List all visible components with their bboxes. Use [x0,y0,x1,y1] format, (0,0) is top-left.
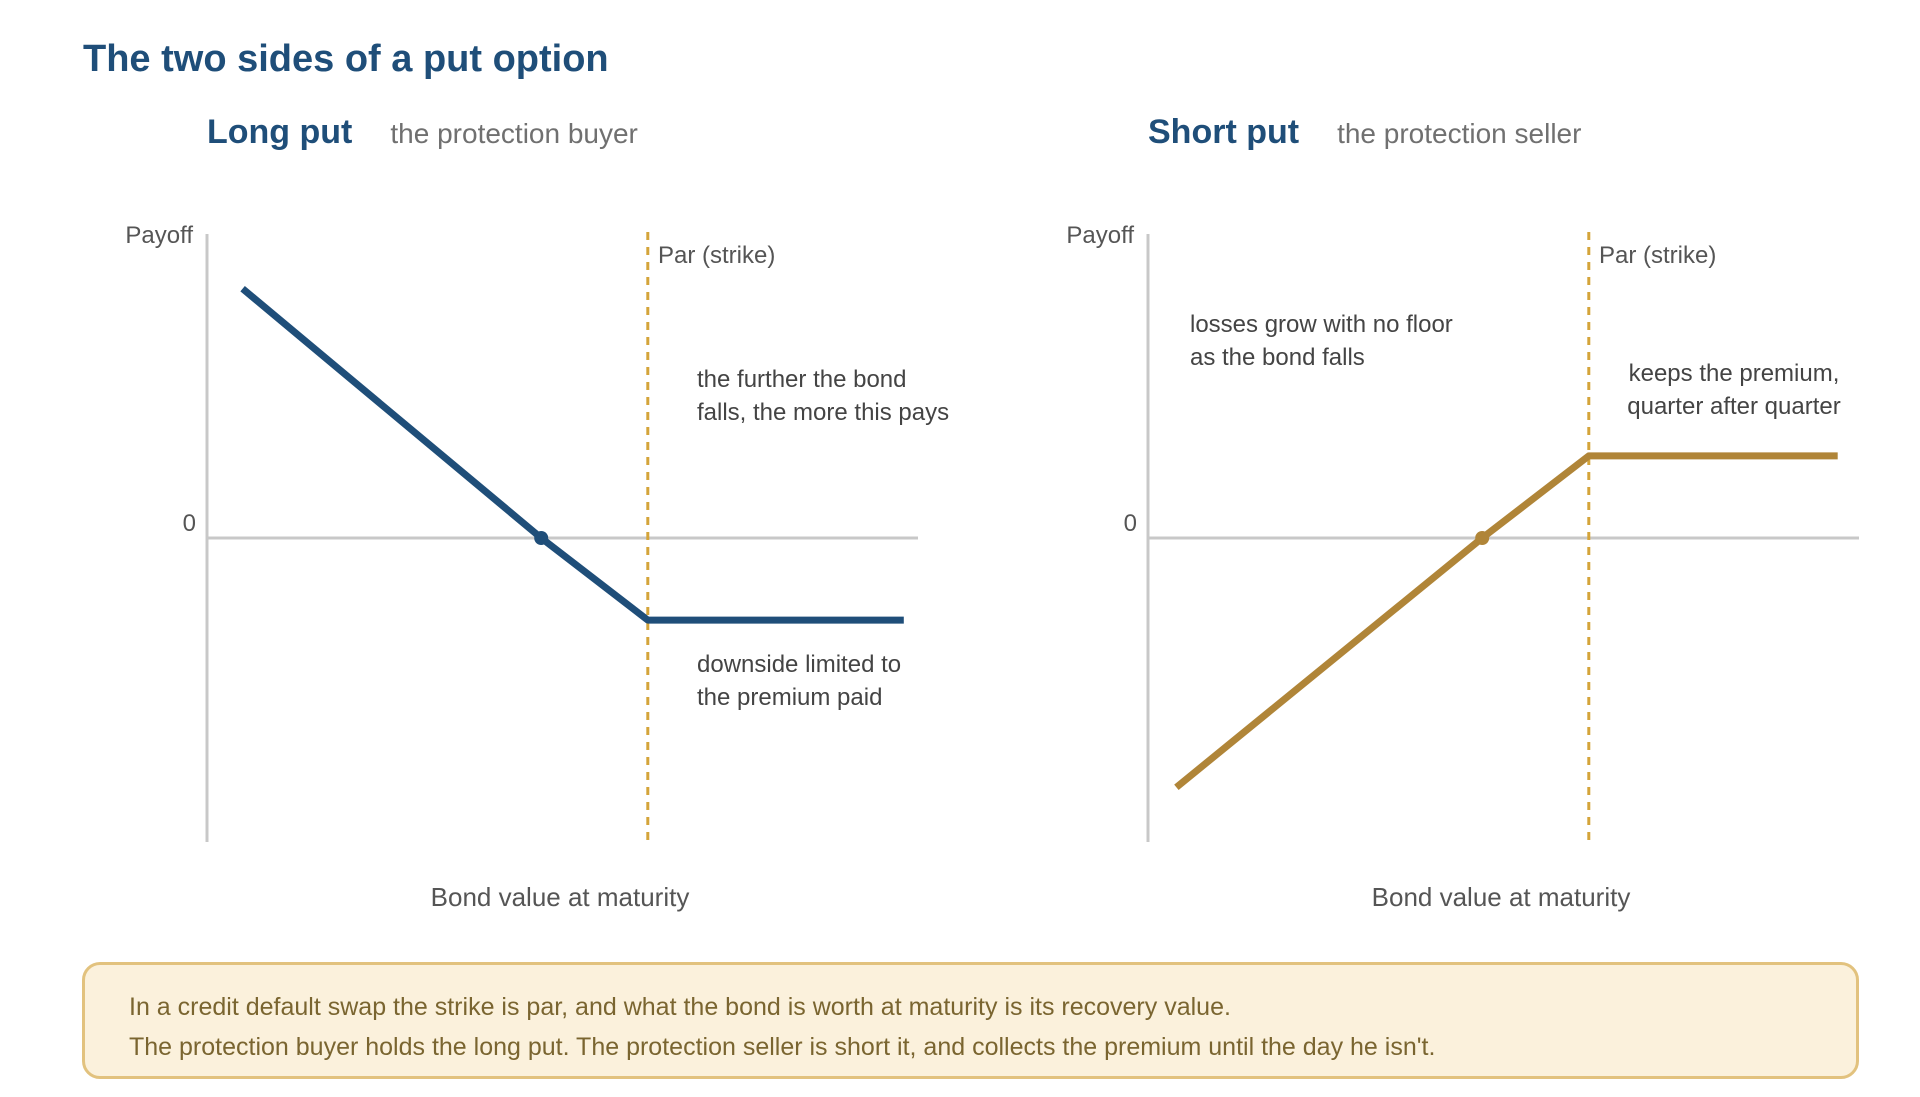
y-axis-label: Payoff [1066,222,1134,249]
zero-label: 0 [1124,510,1137,537]
long-put-payoff-line [240,286,904,624]
annotation-downside: the premium paid [697,684,882,711]
annotation-premium: keeps the premium, [1629,360,1840,387]
long-put-title: Long put [207,113,353,151]
breakeven-point [534,531,549,545]
short-put-title: Short put [1148,113,1300,151]
short-put-payoff-line [1174,452,1838,791]
short-put-chart: Payoff 0 Par (strike) Bond value at matu… [1066,222,1859,912]
explanation-note: In a credit default swap the strike is p… [82,962,1859,1079]
annotation-payout: the further the bond [697,366,906,393]
strike-label: Par (strike) [658,242,775,269]
page-title: The two sides of a put option [83,38,609,80]
long-put-header: Long put the protection buyer [207,112,638,159]
annotation-losses: as the bond falls [1190,344,1365,371]
note-line: The protection buyer holds the long put.… [129,1033,1436,1061]
annotation-losses: losses grow with no floor [1190,311,1453,338]
long-put-chart: Payoff 0 Par (strike) Bond value at matu… [125,222,949,912]
annotation-payout: falls, the more this pays [697,399,949,426]
short-put-header: Short put the protection seller [1148,112,1581,159]
short-put-subtitle: the protection seller [1337,118,1582,149]
x-axis-label: Bond value at maturity [431,882,690,912]
breakeven-point [1475,531,1490,545]
annotation-downside: downside limited to [697,651,901,678]
y-axis-label: Payoff [125,222,193,249]
zero-label: 0 [183,510,196,537]
annotation-premium: quarter after quarter [1627,393,1840,420]
long-put-subtitle: the protection buyer [390,118,638,149]
strike-label: Par (strike) [1599,242,1716,269]
x-axis-label: Bond value at maturity [1372,882,1631,912]
note-line: In a credit default swap the strike is p… [129,993,1231,1021]
